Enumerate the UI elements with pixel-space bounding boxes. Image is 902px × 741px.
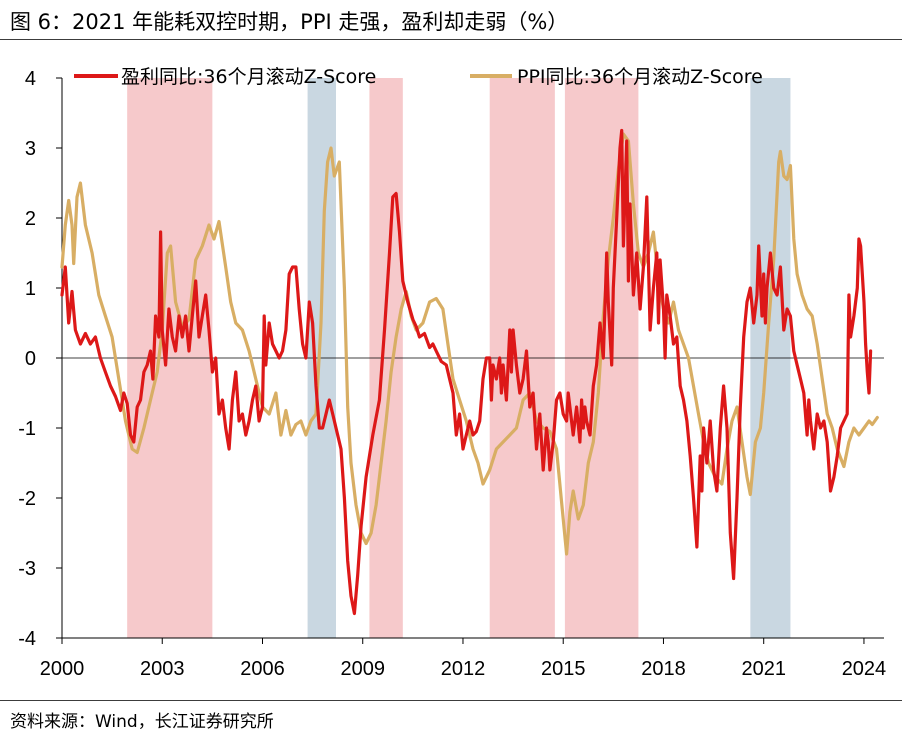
y-tick-label: 0 <box>25 348 36 370</box>
ppi-zscore-line <box>60 132 879 556</box>
profit-zscore-line <box>60 128 873 616</box>
y-tick-label: -2 <box>18 488 36 510</box>
top-rule <box>0 39 902 40</box>
y-tick-label: -3 <box>18 558 36 580</box>
x-tick-label: 2021 <box>741 658 786 680</box>
y-tick-label: 2 <box>25 208 36 230</box>
x-tick-label: 2000 <box>40 658 85 680</box>
x-tick-label: 2018 <box>641 658 686 680</box>
x-tick-label: 2006 <box>240 658 285 680</box>
legend-ppi-label: PPI同比:36个月滚动Z-Score <box>517 66 763 88</box>
source-note: 资料来源：Wind，长江证券研究所 <box>10 712 274 732</box>
y-tick-label: 4 <box>25 68 36 90</box>
x-tick-label: 2003 <box>140 658 185 680</box>
x-tick-label: 2012 <box>441 658 486 680</box>
x-tick-label: 2015 <box>541 658 586 680</box>
y-tick-label: -1 <box>18 418 36 440</box>
y-tick-label: 1 <box>25 278 36 300</box>
x-tick-label: 2009 <box>340 658 385 680</box>
figure-title: 图 6：2021 年能耗双控时期，PPI 走强，盈利却走弱（%） <box>10 10 569 34</box>
legend: 盈利同比:36个月滚动Z-Score PPI同比:36个月滚动Z-Score <box>74 66 763 88</box>
x-tick-label: 2024 <box>842 658 887 680</box>
legend-profit-label: 盈利同比:36个月滚动Z-Score <box>121 66 376 88</box>
bottom-rule <box>0 700 902 701</box>
series-lines <box>60 128 879 616</box>
y-tick-label: -4 <box>18 628 36 650</box>
y-tick-label: 3 <box>25 138 36 160</box>
